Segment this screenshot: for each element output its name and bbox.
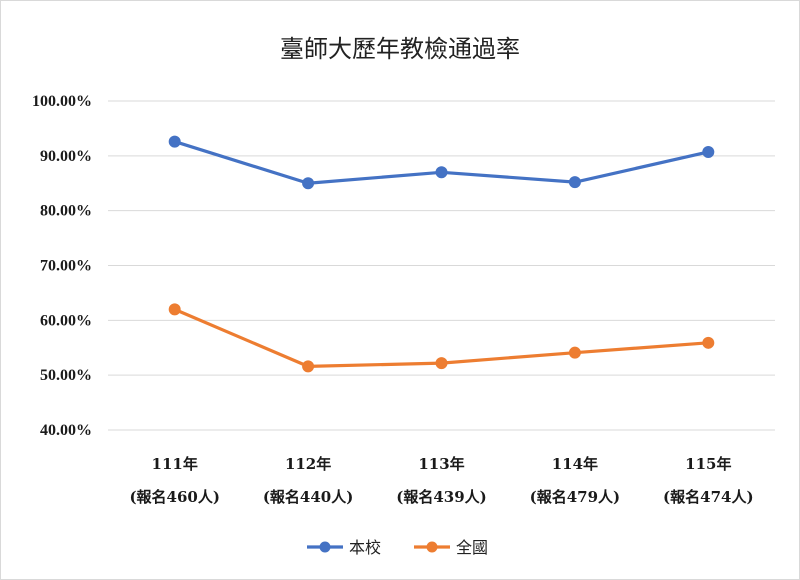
y-tick-label: 80.00% (40, 203, 92, 220)
x-tick-label: (報名440人) (263, 488, 354, 506)
x-tick-label: (報名474人) (663, 488, 754, 506)
y-tick-label: 70.00% (40, 258, 92, 275)
legend-swatch-marker (426, 541, 438, 553)
x-tick-label: 112年 (285, 455, 331, 473)
legend-item: 全國 (414, 538, 488, 557)
x-tick-label: 113年 (418, 455, 464, 473)
x-tick-label: (報名479人) (530, 488, 621, 506)
data-point (168, 135, 181, 148)
y-tick-label: 100.00% (32, 93, 92, 110)
data-point (435, 357, 448, 370)
x-tick-label: 115年 (685, 455, 731, 473)
legend: 本校 全國 (307, 538, 488, 557)
data-point (568, 176, 581, 189)
y-axis-ticks: 40.00% 50.00% 60.00% 70.00% 80.00% 90.00% 100.… (32, 93, 92, 439)
x-tick-label: 111年 (152, 455, 198, 473)
y-tick-label: 50.00% (40, 367, 92, 384)
data-point (302, 177, 315, 190)
y-tick-label: 90.00% (40, 148, 92, 165)
legend-label: 全國 (456, 538, 488, 557)
series-1 (168, 303, 715, 373)
data-point (435, 166, 448, 179)
y-tick-label: 40.00% (40, 422, 92, 439)
legend-item: 本校 (307, 538, 381, 557)
x-tick-label: 114年 (552, 455, 598, 473)
x-tick-label: (報名439人) (396, 488, 487, 506)
x-tick-label: (報名460人) (129, 488, 220, 506)
data-point (702, 145, 715, 158)
y-tick-label: 60.00% (40, 312, 92, 329)
legend-label: 本校 (349, 538, 381, 557)
data-point (168, 303, 181, 316)
chart-title: 臺師大歷年教檢通過率 (280, 35, 520, 63)
data-point (302, 360, 315, 373)
data-point (702, 336, 715, 349)
series-group (168, 135, 715, 373)
series-0 (168, 135, 715, 190)
x-axis-ticks: 111年 (報名460人) 112年 (報名440人) 113年 (報名439人) 114年… (129, 455, 753, 506)
legend-swatch-marker (319, 541, 331, 553)
data-point (568, 346, 581, 359)
